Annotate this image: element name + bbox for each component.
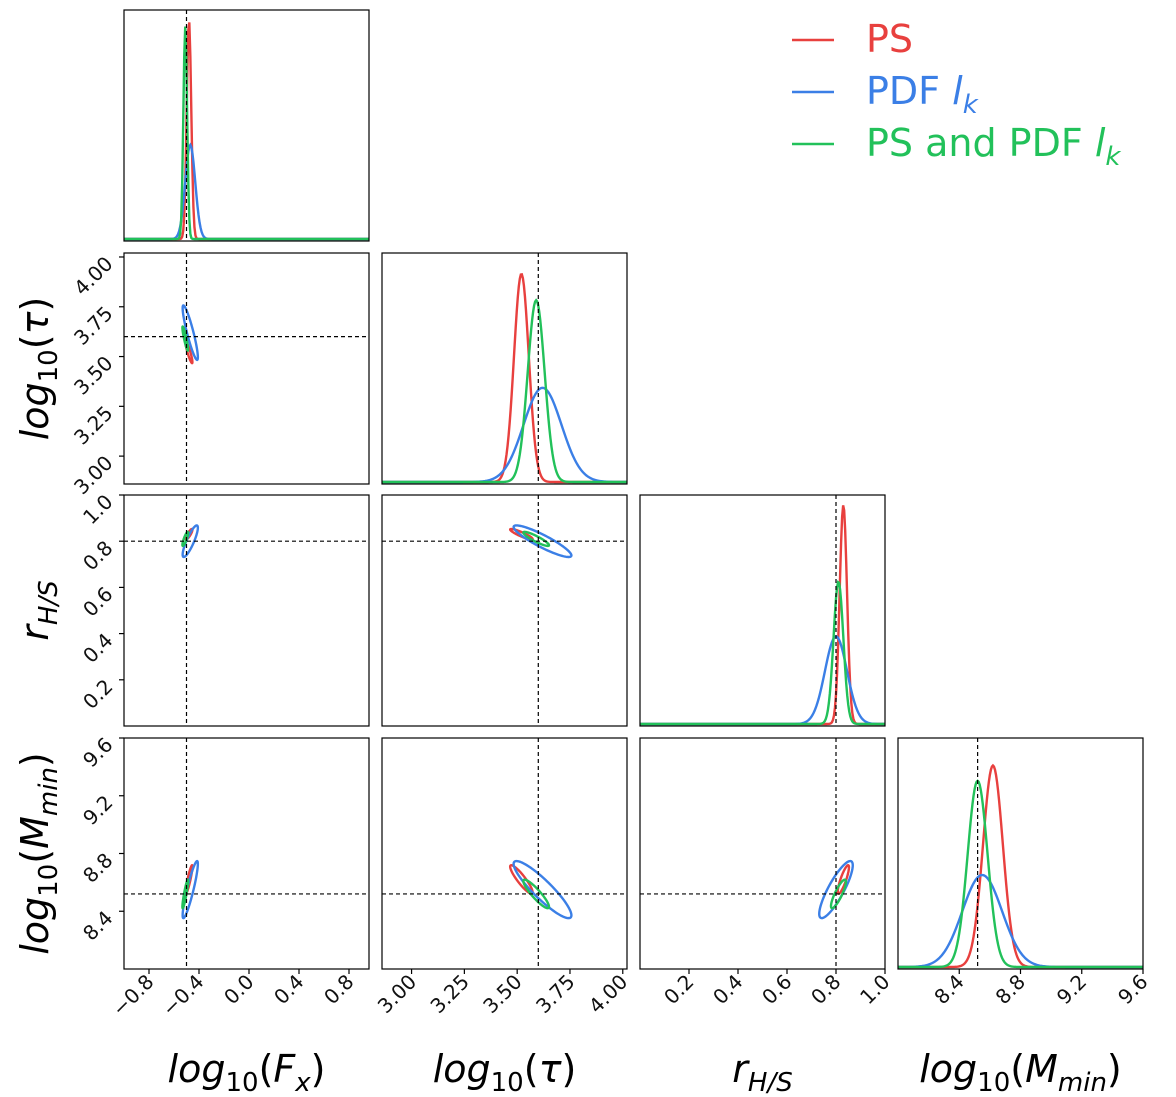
x-axis-label-fx: log10(Fx) bbox=[168, 1047, 326, 1097]
y-tick-label: 9.6 bbox=[78, 733, 117, 772]
panel-frame bbox=[123, 737, 370, 970]
marginal-curve-mmin-series-2 bbox=[898, 779, 1143, 969]
marginal-curve-fx-series-1 bbox=[124, 142, 369, 241]
panel-frame bbox=[639, 494, 886, 727]
panel-mmin-tau: 3.00 3.25 3.50 3.75 4.00 bbox=[373, 737, 632, 1018]
x-tick-label: 9.6 bbox=[1113, 970, 1152, 1009]
y-tick-label: 3.75 bbox=[69, 301, 117, 349]
y-tick-label: 3.25 bbox=[69, 401, 117, 449]
x-tick-label: 3.25 bbox=[425, 970, 473, 1018]
marginal-curve-mmin-series-1 bbox=[898, 873, 1143, 969]
contour-mmin-rhs-series-2 bbox=[829, 878, 848, 910]
panel-frame bbox=[123, 494, 370, 727]
contour-mmin-tau-series-1 bbox=[512, 859, 573, 920]
contour-rhs-tau-series-2 bbox=[522, 530, 551, 548]
x-tick-label: 3.75 bbox=[531, 970, 579, 1018]
x-tick-label: −0.8 bbox=[107, 970, 158, 1021]
contour-mmin-fx-series-1 bbox=[181, 859, 200, 920]
contour-mmin-tau-series-2 bbox=[522, 878, 551, 910]
y-axis-label-tau: log10(τ) bbox=[13, 297, 64, 441]
panel-frame bbox=[381, 737, 628, 970]
y-axis-label-rhs: rH/S bbox=[13, 580, 64, 640]
marginal-curve-fx-series-0 bbox=[124, 22, 369, 241]
marginal-curve-tau-series-0 bbox=[382, 272, 627, 484]
y-tick-label: 0.6 bbox=[78, 582, 117, 621]
contour-tau-fx-series-1 bbox=[181, 304, 200, 362]
marginal-curve-rhs-series-2 bbox=[640, 580, 885, 726]
x-tick-label: 0.0 bbox=[219, 970, 258, 1009]
panel-rhs-rhs bbox=[639, 494, 886, 727]
x-tick-label: 8.4 bbox=[929, 970, 968, 1009]
x-tick-label: 0.8 bbox=[319, 970, 358, 1009]
x-tick-label: 3.00 bbox=[373, 970, 421, 1018]
y-tick-label: 9.2 bbox=[78, 790, 117, 829]
x-tick-label: 8.8 bbox=[991, 970, 1030, 1009]
x-axis-label-tau: log10(τ) bbox=[433, 1047, 577, 1097]
panel-frame bbox=[381, 252, 628, 485]
x-tick-label: −0.4 bbox=[157, 970, 208, 1021]
panel-rhs-tau bbox=[381, 494, 628, 727]
y-tick-label: 0.8 bbox=[78, 536, 117, 575]
marginal-curve-fx-series-2 bbox=[124, 26, 369, 241]
y-tick-label: 3.50 bbox=[69, 351, 117, 399]
y-tick-label: 3.00 bbox=[69, 451, 117, 499]
x-tick-label: 9.2 bbox=[1052, 970, 1091, 1009]
y-tick-label: 4.00 bbox=[69, 252, 117, 300]
panel-frame bbox=[123, 252, 370, 485]
x-tick-label: 0.4 bbox=[708, 970, 747, 1009]
panel-rhs-fx: 0.20.40.60.81.0 bbox=[78, 490, 370, 727]
panel-frame bbox=[897, 737, 1144, 970]
x-tick-label: 0.8 bbox=[806, 970, 845, 1009]
panel-frame bbox=[381, 494, 628, 727]
x-tick-label: 4.00 bbox=[584, 970, 632, 1018]
x-axis-label-rhs: rH/S bbox=[732, 1047, 792, 1097]
legend-entry-0: PS bbox=[866, 17, 913, 61]
marginal-curve-tau-series-2 bbox=[382, 298, 627, 484]
x-axis-label-mmin: log10(Mmin) bbox=[919, 1047, 1122, 1097]
x-tick-label: 0.2 bbox=[659, 970, 698, 1009]
x-tick-label: 0.6 bbox=[757, 970, 796, 1009]
marginal-curve-mmin-series-0 bbox=[898, 763, 1143, 969]
x-tick-label: 3.50 bbox=[478, 970, 526, 1018]
panels: 3.003.253.503.754.000.20.40.60.81.0−0.8−… bbox=[13, 9, 1153, 1097]
panel-mmin-rhs: 0.2 0.4 0.6 0.8 1.0 bbox=[639, 737, 895, 1009]
contour-rhs-tau-series-1 bbox=[512, 524, 573, 559]
y-axis-label-mmin: log10(Mmin) bbox=[13, 752, 64, 955]
y-tick-label: 0.2 bbox=[78, 674, 117, 713]
legend-entry-1: PDF lk bbox=[866, 69, 979, 120]
y-tick-label: 0.4 bbox=[78, 628, 117, 667]
y-tick-label: 8.8 bbox=[78, 848, 117, 887]
panel-mmin-mmin: 8.4 8.8 9.2 9.6 bbox=[897, 737, 1153, 1009]
y-tick-label: 8.4 bbox=[78, 906, 117, 945]
legend-entry-2: PS and PDF lk bbox=[866, 121, 1121, 172]
panel-mmin-fx: −0.8−0.4 0.0 0.4 0.8 8.4 8.8 9.2 9.6 bbox=[78, 733, 370, 1021]
x-tick-label: 0.4 bbox=[269, 970, 308, 1009]
panel-frame bbox=[123, 9, 370, 242]
marginal-curve-tau-series-1 bbox=[382, 386, 627, 484]
x-tick-label: 1.0 bbox=[855, 970, 894, 1009]
panel-fx-fx bbox=[123, 9, 370, 242]
panel-tau-fx: 3.003.253.503.754.00 bbox=[69, 252, 370, 499]
panel-frame bbox=[639, 737, 886, 970]
marginal-curve-rhs-series-0 bbox=[640, 505, 885, 726]
panel-tau-tau bbox=[381, 252, 628, 485]
